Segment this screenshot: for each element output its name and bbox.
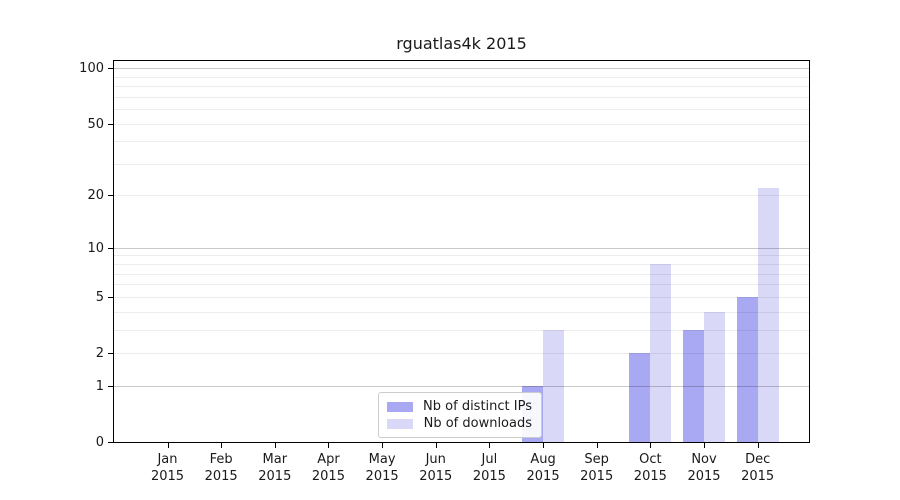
x-tick-label-aug: Aug 2015 [526, 452, 560, 484]
bar-distinct-ips-nov [683, 329, 704, 442]
y-tick-mark-100 [108, 68, 113, 70]
bars-layer [114, 61, 809, 442]
gridline-2 [114, 353, 809, 354]
bar-distinct-ips-oct [629, 353, 651, 442]
y-tick-mark-10 [108, 247, 113, 249]
gridline-1 [114, 385, 809, 387]
y-tick-mark-5 [108, 296, 113, 298]
x-tick-label-jun: Jun 2015 [419, 452, 453, 484]
y-tick-mark-20 [108, 195, 113, 197]
gridline-10 [114, 247, 809, 249]
x-tick-label-jan: Jan 2015 [150, 452, 185, 484]
gridline-6 [114, 284, 809, 286]
y-tick-mark-1 [108, 385, 113, 387]
legend: Nb of distinct IPs Nb of downloads [378, 392, 542, 438]
y-tick-label-50: 50 [87, 116, 104, 132]
x-tick-mark-feb [221, 443, 223, 448]
x-tick-mark-may [382, 443, 384, 448]
gridline-20 [114, 195, 809, 197]
y-tick-mark-0 [108, 442, 113, 443]
y-tick-label-5: 5 [95, 289, 104, 305]
gridline-4 [114, 311, 809, 313]
gridline-30 [114, 163, 809, 165]
gridline-7 [114, 273, 809, 275]
x-tick-mark-nov [704, 443, 705, 448]
y-tick-label-10: 10 [87, 240, 104, 256]
gridline-9 [114, 255, 809, 257]
gridline-90 [114, 76, 809, 78]
legend-label: Nb of downloads [423, 416, 532, 431]
gridline-100 [114, 68, 809, 70]
gridline-60 [114, 109, 809, 111]
bar-downloads-dec [757, 188, 779, 442]
x-tick-label-may: May 2015 [365, 452, 399, 484]
legend-label: Nb of distinct IPs [423, 399, 532, 414]
legend-swatch-distinct-ips [387, 401, 413, 412]
bar-downloads-oct [650, 264, 672, 442]
x-tick-label-sep: Sep 2015 [580, 452, 614, 484]
x-tick-label-dec: Dec 2015 [741, 452, 775, 484]
x-tick-mark-jan [167, 443, 169, 448]
x-tick-mark-dec [757, 443, 759, 448]
x-tick-mark-sep [596, 443, 598, 448]
x-tick-label-mar: Mar 2015 [258, 452, 292, 484]
x-tick-label-apr: Apr 2015 [311, 452, 345, 484]
gridline-5 [114, 296, 809, 298]
bar-distinct-ips-dec [736, 296, 758, 442]
x-tick-mark-oct [650, 443, 652, 448]
bar-downloads-aug [543, 329, 565, 442]
x-tick-mark-apr [328, 443, 330, 448]
gridline-3 [114, 329, 809, 331]
y-tick-label-20: 20 [87, 188, 104, 204]
x-tick-label-feb: Feb 2015 [204, 452, 238, 484]
legend-entry-distinct-ips: Nb of distinct IPs [387, 398, 532, 415]
x-tick-label-oct: Oct 2015 [633, 452, 667, 484]
chart-title: rguatlas4k 2015 [396, 34, 527, 53]
x-tick-mark-jun [435, 443, 437, 448]
x-tick-mark-jul [489, 443, 491, 448]
y-tick-mark-50 [108, 123, 113, 125]
y-tick-label-0: 0 [95, 435, 104, 450]
y-tick-label-100: 100 [79, 61, 104, 77]
legend-swatch-downloads [387, 418, 413, 429]
y-tick-label-1: 1 [95, 378, 104, 394]
bar-downloads-nov [704, 311, 725, 442]
plot-area [113, 60, 810, 443]
gridline-8 [114, 264, 809, 266]
x-tick-label-jul: Jul 2015 [472, 452, 506, 484]
gridline-40 [114, 141, 809, 143]
legend-entry-downloads: Nb of downloads [387, 415, 532, 432]
gridline-50 [114, 123, 809, 125]
x-tick-mark-aug [543, 443, 545, 448]
grid-layer [114, 61, 809, 442]
y-tick-label-2: 2 [95, 346, 104, 361]
y-tick-mark-2 [108, 353, 113, 354]
x-tick-label-nov: Nov 2015 [687, 452, 721, 484]
gridline-70 [114, 96, 809, 98]
gridline-80 [114, 86, 809, 88]
x-tick-mark-mar [274, 443, 276, 448]
